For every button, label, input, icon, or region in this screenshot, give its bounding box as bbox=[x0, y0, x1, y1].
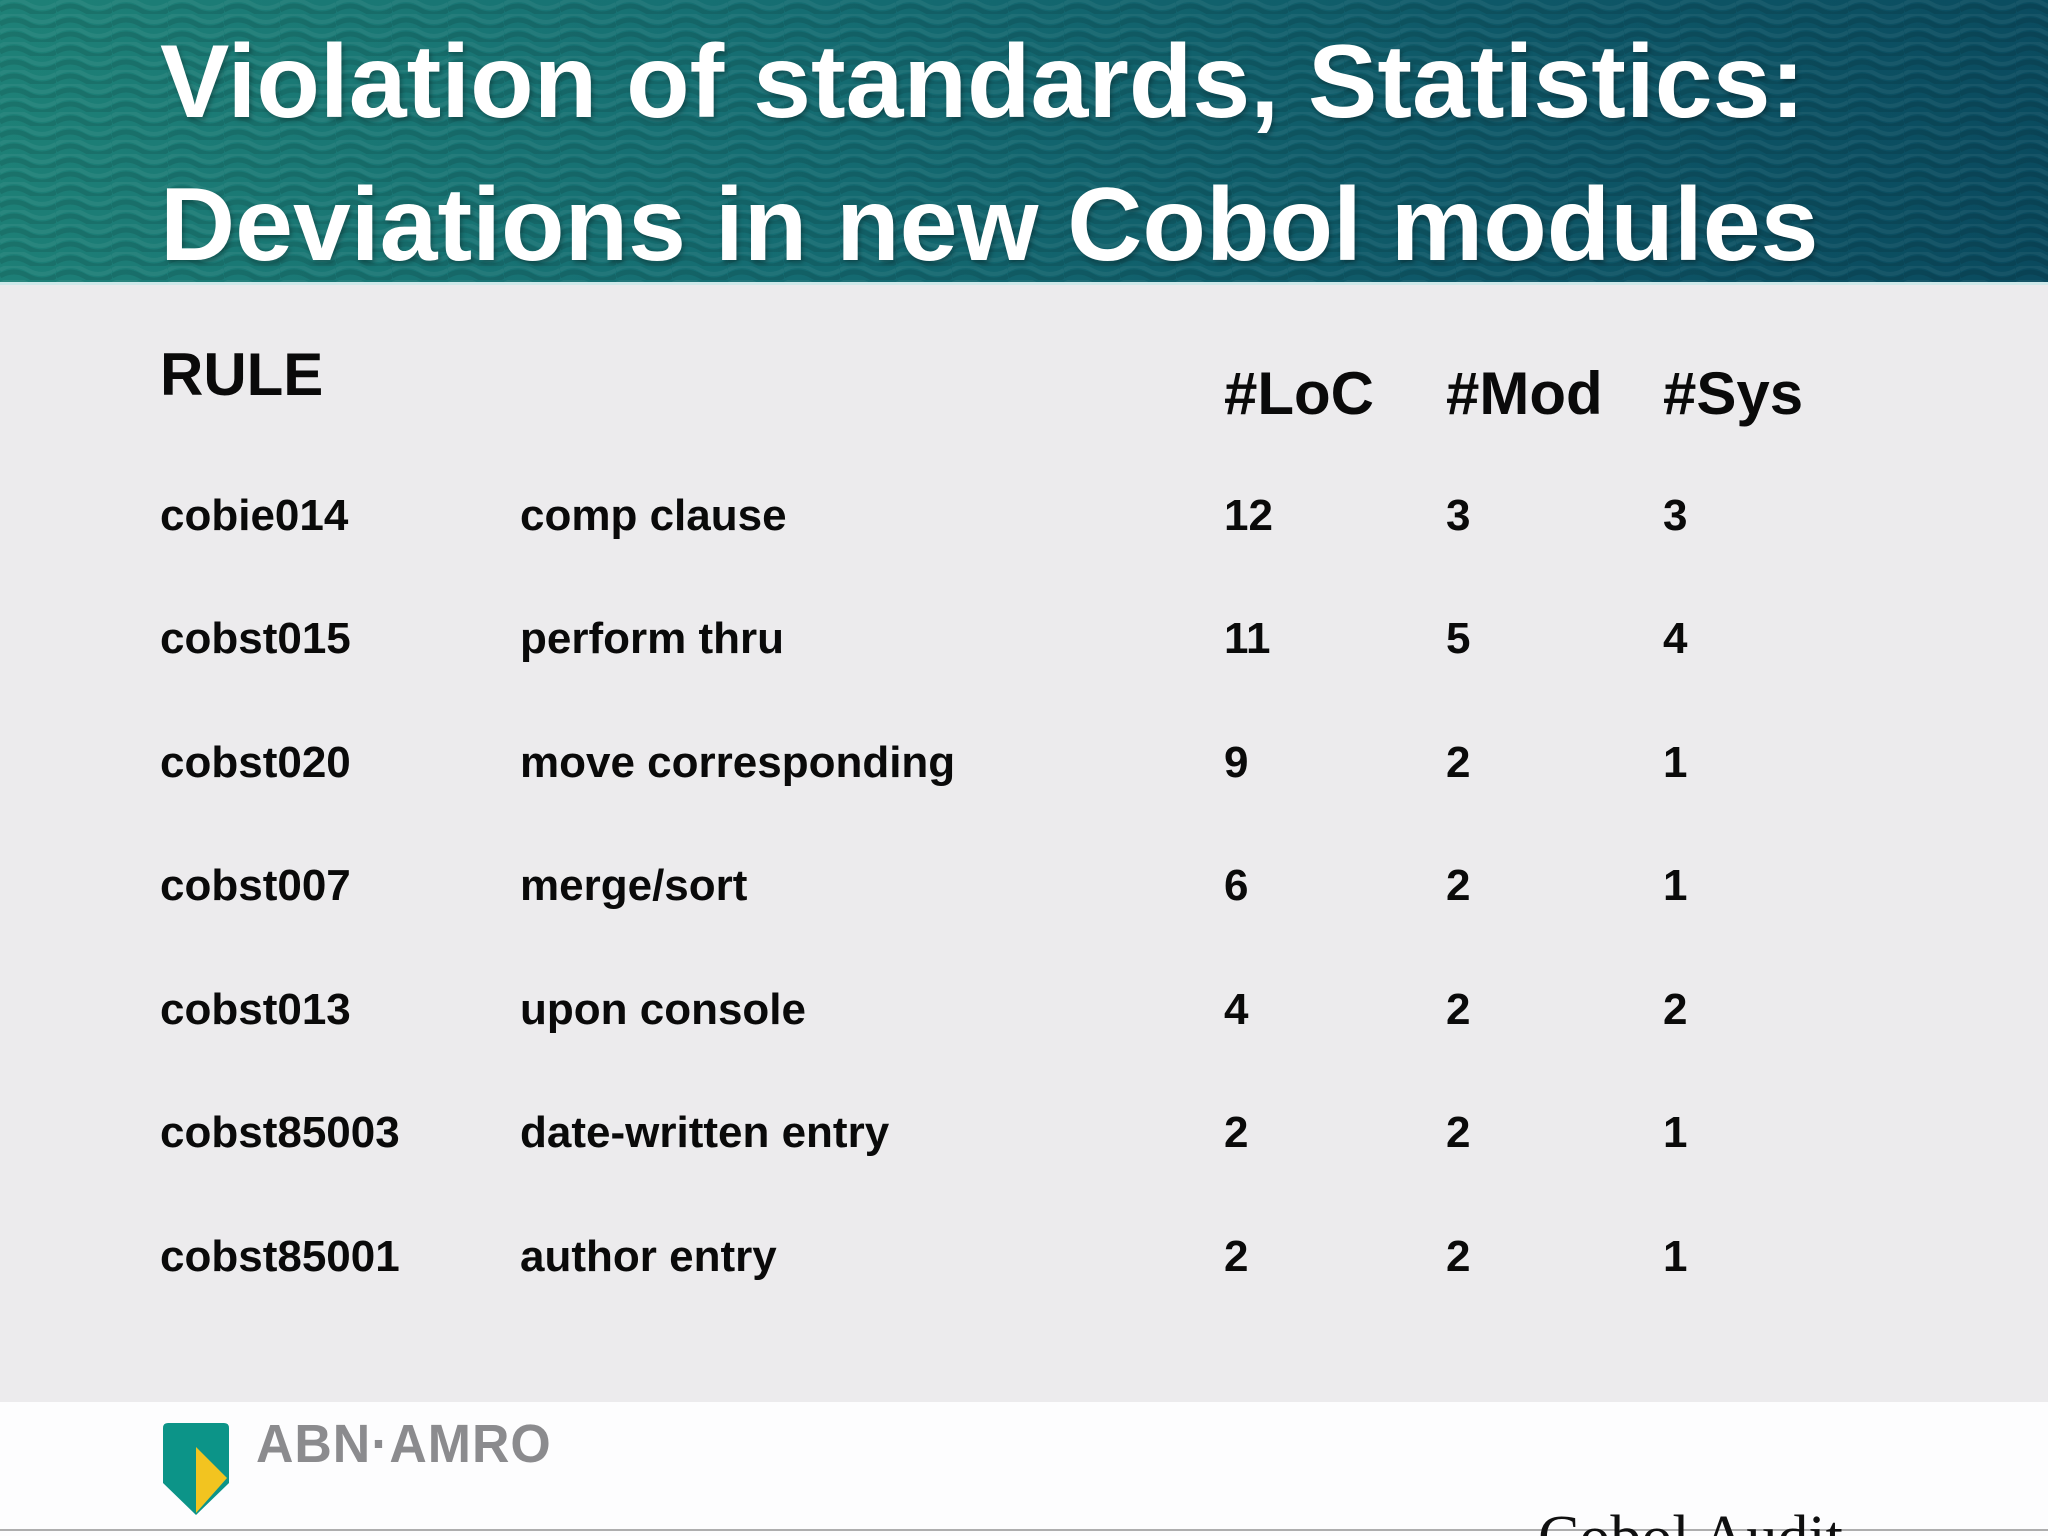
loc-count-cell: 6 bbox=[1224, 861, 1249, 910]
mod-count-cell: 2 bbox=[1446, 861, 1471, 910]
description-cell: comp clause bbox=[520, 491, 787, 540]
loc-count-cell: 4 bbox=[1224, 985, 1249, 1034]
rule-id-cell: cobst85001 bbox=[160, 1232, 400, 1281]
loc-count-cell: 12 bbox=[1224, 491, 1273, 540]
sys-count-cell: 4 bbox=[1663, 614, 1688, 663]
sys-count-cell: 3 bbox=[1663, 491, 1688, 540]
loc-count-cell: 9 bbox=[1224, 738, 1249, 787]
rule-id-cell: cobst020 bbox=[160, 738, 351, 787]
rule-id-cell: cobie014 bbox=[160, 491, 349, 540]
description-cell: perform thru bbox=[520, 614, 784, 663]
slide-title-line2: Deviations in new Cobol modules bbox=[160, 167, 1819, 283]
description-cell: date-written entry bbox=[520, 1108, 890, 1157]
table-row: cobie014 comp clause 12 3 3 bbox=[0, 491, 2048, 547]
mod-count-cell: 5 bbox=[1446, 614, 1471, 663]
wave-pattern-background bbox=[0, 0, 2048, 282]
rule-id-cell: cobst007 bbox=[160, 861, 351, 910]
column-header-loc: #LoC bbox=[1224, 360, 1374, 427]
mod-count-cell: 2 bbox=[1446, 1108, 1471, 1157]
column-header-rule: RULE bbox=[160, 341, 324, 408]
table-row: cobst013 upon console 4 2 2 bbox=[0, 985, 2048, 1041]
bottom-right-caption: Cobol Audit bbox=[1538, 1503, 1843, 1536]
description-cell: author entry bbox=[520, 1232, 777, 1281]
description-cell: move corresponding bbox=[520, 738, 956, 787]
mod-count-cell: 2 bbox=[1446, 985, 1471, 1034]
rule-id-cell: cobst85003 bbox=[160, 1108, 400, 1157]
rule-id-cell: cobst013 bbox=[160, 985, 351, 1034]
sys-count-cell: 1 bbox=[1663, 1232, 1688, 1281]
brand-wordmark: ABN·AMRO bbox=[256, 1414, 552, 1474]
description-cell: upon console bbox=[520, 985, 806, 1034]
loc-count-cell: 11 bbox=[1224, 614, 1271, 663]
table-row: cobst020 move corresponding 9 2 1 bbox=[0, 738, 2048, 794]
sys-count-cell: 2 bbox=[1663, 985, 1688, 1034]
sys-count-cell: 1 bbox=[1663, 738, 1688, 787]
description-cell: merge/sort bbox=[520, 861, 748, 910]
table-row: cobst85003 date-written entry 2 2 1 bbox=[0, 1108, 2048, 1164]
footer: ABN·AMRO bbox=[0, 1402, 2048, 1536]
abn-amro-shield-icon bbox=[163, 1423, 229, 1515]
slide-title-line1: Violation of standards, Statistics: bbox=[160, 24, 1806, 140]
column-header-sys: #Sys bbox=[1663, 360, 1804, 427]
title-banner: Violation of standards, Statistics: Devi… bbox=[0, 0, 2048, 285]
loc-count-cell: 2 bbox=[1224, 1108, 1249, 1157]
loc-count-cell: 2 bbox=[1224, 1232, 1249, 1281]
mod-count-cell: 2 bbox=[1446, 738, 1471, 787]
sys-count-cell: 1 bbox=[1663, 861, 1688, 910]
table-row: cobst85001 author entry 2 2 1 bbox=[0, 1232, 2048, 1288]
rule-id-cell: cobst015 bbox=[160, 614, 351, 663]
table-row: cobst007 merge/sort 6 2 1 bbox=[0, 861, 2048, 917]
column-header-mod: #Mod bbox=[1446, 360, 1603, 427]
table-row: cobst015 perform thru 11 5 4 bbox=[0, 614, 2048, 670]
sys-count-cell: 1 bbox=[1663, 1108, 1688, 1157]
footer-divider-line bbox=[0, 1529, 2048, 1531]
mod-count-cell: 3 bbox=[1446, 491, 1471, 540]
mod-count-cell: 2 bbox=[1446, 1232, 1471, 1281]
